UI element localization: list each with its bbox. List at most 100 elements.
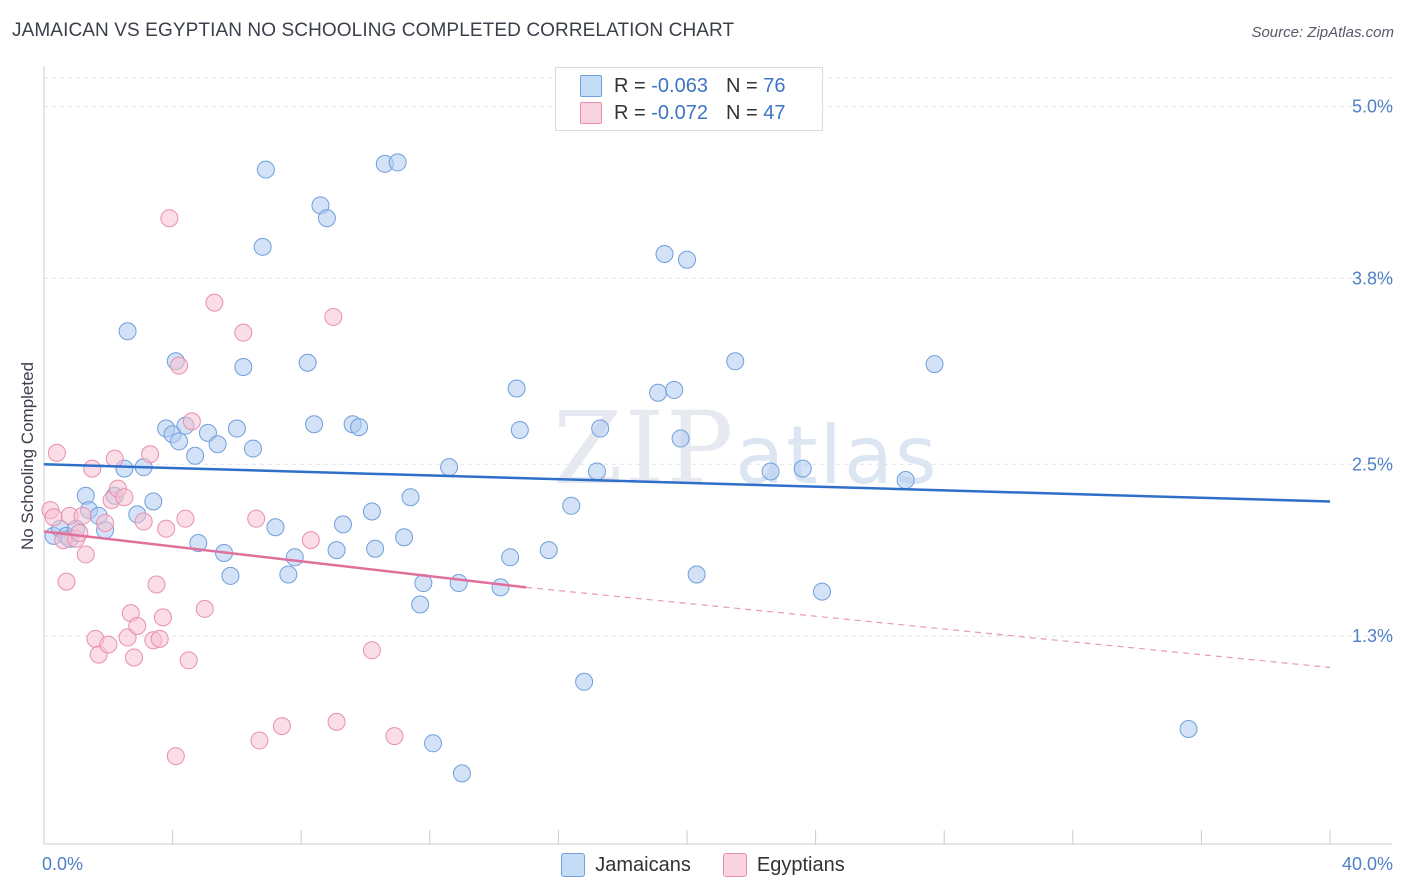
jamaicans-point [440,458,459,477]
egyptians-point [250,731,269,750]
y-tick-label: 1.3% [1352,626,1393,646]
jamaicans-point [388,153,407,172]
legend-r-value: -0.063 [651,74,708,97]
legend-r-label: R = [614,101,646,124]
jamaicans-point [793,459,812,478]
jamaicans-trend-line [43,463,1331,503]
jamaicans-point [510,420,529,439]
jamaicans-point [678,250,696,269]
jamaicans-point [221,566,240,585]
egyptians-point [44,508,63,527]
jamaicans-point [234,358,253,377]
jamaicans-point [687,565,706,584]
x-tick-label: 0.0% [42,854,83,874]
legend-row-jamaicans: R = -0.063 N = 76 [580,73,785,99]
jamaicans-point [227,419,246,438]
egyptians-point [128,616,147,635]
jamaicans-point [896,471,915,490]
egyptians-point [182,412,201,431]
egyptians-point [272,717,291,736]
jamaicans-point [539,541,558,560]
jamaicans-point [298,353,317,372]
legend-item-jamaicans[interactable]: Jamaicans [561,853,691,877]
chart-title: JAMAICAN VS EGYPTIAN NO SCHOOLING COMPLE… [12,20,735,41]
legend-label-jamaicans: Jamaicans [595,853,691,876]
egyptians-point [153,608,172,627]
jamaicans-point [671,429,690,448]
jamaicans-point [507,379,526,398]
jamaicans-point [366,539,385,558]
egyptians-point [362,641,381,660]
egyptians-point [157,519,176,538]
egyptians-point [301,531,320,550]
x-tick-label: 40.0% [1342,854,1393,874]
egyptians-point [166,747,185,766]
egyptians-point [205,293,224,312]
egyptians-point [195,599,214,618]
egyptians-point [96,513,115,532]
jamaicans-point [761,462,780,481]
jamaicans-point [401,488,420,507]
jamaicans-point [501,548,520,567]
jamaicans-point [491,578,510,597]
jamaicans-point [452,764,471,783]
jamaicans-point [655,244,674,263]
egyptians-point [105,449,124,468]
legend-item-egyptians[interactable]: Egyptians [722,853,845,877]
jamaicans-point [925,355,944,374]
egyptians-point [160,209,179,228]
egyptians-point [57,572,76,591]
egyptians-point [73,506,92,525]
egyptians-trend-extension [526,586,1331,669]
data-points [41,153,1198,783]
egyptians-point [170,356,189,375]
jamaicans-point [144,492,163,511]
jamaicans-point [591,419,610,438]
egyptians-point [76,545,95,564]
jamaicans-point [317,209,336,228]
grid-lines [44,77,1392,637]
egyptians-point [99,635,118,654]
source-credit: Source: ZipAtlas.com [1251,24,1394,41]
y-tick-label: 2.5% [1352,454,1393,474]
egyptians-point [134,512,153,531]
jamaicans-point [305,415,324,434]
jamaicans-point [279,565,298,584]
egyptians-point [125,648,144,667]
jamaicans-point [285,548,304,567]
egyptians-point [327,712,346,731]
jamaicans-point [411,595,430,614]
legend-swatch-jamaicans [580,75,602,97]
jamaicans-point [118,322,137,341]
legend-row-egyptians: R = -0.072 N = 47 [580,100,785,126]
legend-swatch-egyptians [722,853,747,877]
egyptians-point [83,459,102,478]
legend-n-label: N = [725,74,758,97]
egyptians-point [150,629,169,648]
jamaicans-point [186,446,205,465]
egyptians-point [115,488,134,507]
legend-n-label: N = [725,101,758,124]
jamaicans-point [587,462,606,481]
egyptians-point [385,727,404,746]
jamaicans-point [1179,720,1198,738]
egyptians-trend-line [43,530,527,589]
jamaicans-point [333,515,352,534]
jamaicans-point [649,383,668,402]
jamaicans-point [253,237,272,256]
legend-n-value: 76 [763,74,786,97]
jamaicans-point [266,518,285,537]
jamaicans-point [208,435,227,454]
jamaicans-point [449,574,468,593]
jamaicans-point [562,496,581,515]
y-tick-label: 5.0% [1352,97,1393,117]
trend-lines [43,463,1331,669]
jamaicans-point [327,541,346,560]
jamaicans-point [665,380,684,399]
y-tick-label: 3.8% [1352,268,1393,288]
egyptians-point [247,509,266,528]
jamaicans-point [575,672,594,691]
legend-swatch-egyptians [580,102,602,124]
jamaicans-point [243,439,262,458]
